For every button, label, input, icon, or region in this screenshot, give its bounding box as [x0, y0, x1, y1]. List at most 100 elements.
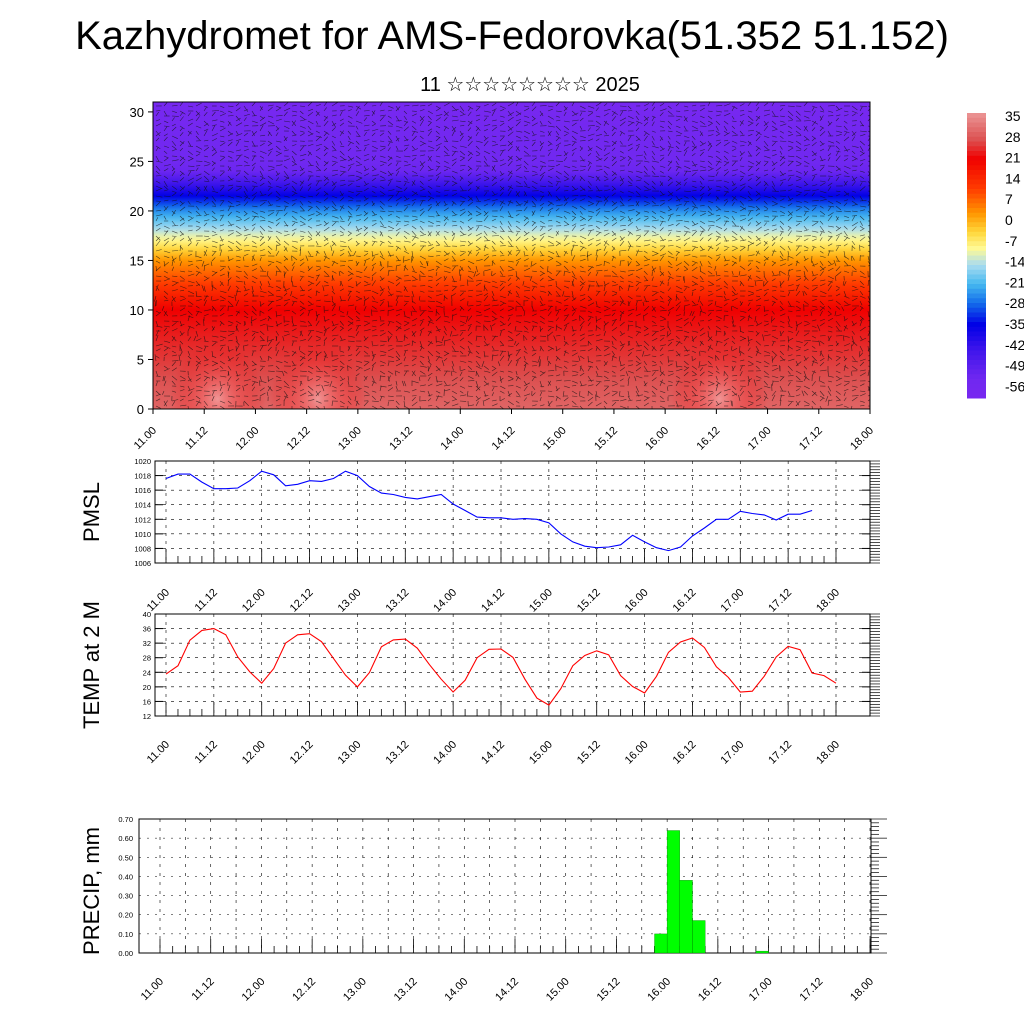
colorbar-label: -14 — [1005, 254, 1024, 270]
colorbar-swatch — [967, 155, 986, 161]
x-tick-label: 12.12 — [290, 976, 318, 1004]
x-tick-label: 16.00 — [623, 739, 651, 767]
x-tick-label: 11.00 — [139, 976, 166, 1003]
colorbar-swatch — [967, 222, 986, 228]
colorbar-swatch — [967, 231, 986, 237]
y-tick-label: 0.20 — [118, 911, 133, 920]
x-tick-label: 13.00 — [341, 976, 369, 1004]
x-tick-label: 12.00 — [240, 739, 268, 767]
colorbar-swatch — [967, 317, 986, 323]
colorbar-swatch — [967, 293, 986, 299]
x-tick-label: 15.12 — [575, 739, 603, 767]
x-tick-label: 12.00 — [234, 425, 262, 453]
y-tick-label: 1008 — [134, 544, 151, 553]
x-tick-label: 18.00 — [848, 425, 876, 453]
colorbar-swatch — [967, 326, 986, 332]
colorbar-swatch — [967, 255, 986, 261]
colorbar-swatch — [967, 136, 986, 142]
y-tick-label: 10 — [130, 303, 144, 318]
x-tick-label: 15.12 — [592, 425, 620, 453]
colorbar-swatch — [967, 288, 986, 294]
colorbar-swatch — [967, 260, 986, 266]
x-tick-label: 16.12 — [671, 587, 699, 615]
y-tick-label: 1018 — [134, 472, 151, 481]
colorbar: 35 28 21 14 7 0 -7 -14 -21 -28 -35 -42 -49 -56 — [967, 108, 1024, 399]
colorbar-swatch — [967, 355, 986, 361]
x-tick-label: 16.12 — [696, 976, 724, 1004]
x-tick-label: 17.00 — [747, 976, 775, 1004]
colorbar-swatch — [967, 132, 986, 138]
x-tick-label: 11.00 — [132, 425, 159, 452]
x-tick-label: 13.00 — [336, 587, 364, 615]
precip-bar — [654, 933, 668, 954]
x-tick-label: 15.12 — [595, 976, 623, 1004]
y-tick-label: 0.10 — [118, 930, 133, 939]
temp-panel: 12 16 20 24 28 32 36 40 11.00 11.12 12.00 12.12 13.0… — [79, 601, 880, 767]
colorbar-swatch — [967, 212, 986, 218]
colorbar-swatch — [967, 307, 986, 313]
colorbar-swatch — [967, 360, 986, 366]
panel-frame — [138, 818, 872, 954]
colorbar-swatch — [967, 364, 986, 370]
y-tick-label: 12 — [143, 712, 151, 721]
wind-vectors — [154, 102, 870, 409]
colorbar-swatch — [967, 274, 986, 280]
y-tick-label: 16 — [143, 697, 151, 706]
y-tick-label: 15 — [130, 253, 144, 268]
x-tick-label: 17.12 — [766, 587, 794, 615]
x-tick-label: 16.12 — [695, 425, 723, 453]
colorbar-swatch — [967, 393, 986, 399]
colorbar-swatch — [967, 341, 986, 347]
x-tick-label: 14.12 — [490, 425, 518, 453]
colorbar-swatch — [967, 208, 986, 214]
colorbar-swatch — [967, 250, 986, 256]
x-tick-label: 13.12 — [383, 739, 411, 767]
x-tick-label: 12.12 — [288, 587, 316, 615]
colorbar-swatch — [967, 241, 986, 247]
colorbar-swatch — [967, 141, 986, 147]
colorbar-swatch — [967, 189, 986, 195]
y-tick-label: 0.00 — [118, 949, 133, 958]
x-tick-label: 11.00 — [145, 739, 172, 766]
y-tick-label: 5 — [137, 352, 144, 367]
x-tick-label: 12.00 — [240, 587, 268, 615]
x-tick-label: 13.00 — [336, 739, 364, 767]
x-tick-label: 12.00 — [240, 976, 268, 1004]
colorbar-swatch — [967, 336, 986, 342]
colorbar-label: 28 — [1005, 129, 1021, 145]
x-tick-label: 16.00 — [643, 425, 671, 453]
section-field — [153, 102, 870, 409]
x-tick-label: 16.00 — [623, 587, 651, 615]
colorbar-swatch — [967, 170, 986, 176]
chart-title: Kazhydromet for AMS-Fedorovka(51.352 51.… — [75, 14, 949, 58]
colorbar-label: -7 — [1005, 233, 1018, 249]
y-tick-label: 25 — [130, 154, 144, 169]
y-tick-label: 0.40 — [118, 872, 133, 881]
y-tick-label: 20 — [130, 204, 144, 219]
colorbar-swatch — [967, 151, 986, 157]
colorbar-label: 7 — [1005, 191, 1013, 207]
y-axis-label: TEMP at 2 M — [79, 601, 104, 729]
colorbar-label: 21 — [1005, 150, 1021, 166]
x-tick-label: 14.00 — [442, 976, 470, 1004]
colorbar-label: 0 — [1005, 212, 1013, 228]
y-axis-label: PRECIP, mm — [79, 827, 104, 955]
x-tick-label: 13.12 — [392, 976, 420, 1004]
colorbar-swatch — [967, 269, 986, 275]
pmsl-series-line — [165, 470, 813, 552]
y-tick-label: 28 — [143, 654, 151, 663]
colorbar-swatch — [967, 322, 986, 328]
warm-spot — [169, 344, 266, 409]
colorbar-swatch — [967, 246, 986, 252]
x-tick-label: 11.12 — [193, 739, 220, 766]
colorbar-swatch — [967, 146, 986, 152]
y-tick-label: 30 — [130, 105, 144, 120]
x-tick-label: 18.00 — [848, 976, 876, 1004]
x-tick-label: 17.12 — [766, 739, 794, 767]
colorbar-swatch — [967, 303, 986, 309]
colorbar-label: -28 — [1005, 295, 1024, 311]
y-tick-label: 1020 — [134, 457, 151, 466]
x-tick-label: 13.00 — [336, 425, 364, 453]
colorbar-swatch — [967, 383, 986, 389]
